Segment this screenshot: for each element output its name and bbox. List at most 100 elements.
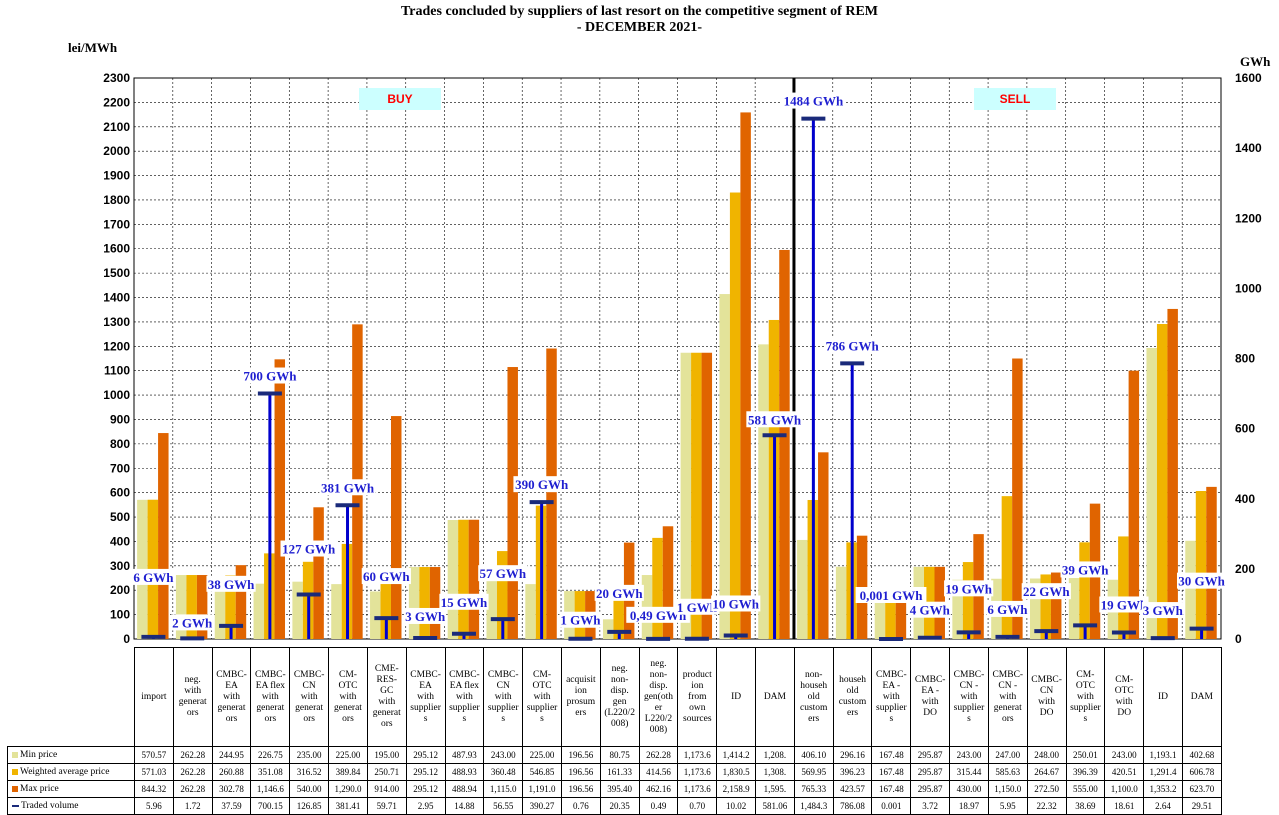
table-cell: 295.87	[910, 780, 951, 798]
y2-tick-label: 0	[1235, 632, 1242, 646]
y-tick-label: 1600	[103, 242, 130, 256]
table-cell: 462.16	[638, 780, 679, 798]
table-cell: 488.93	[444, 763, 485, 781]
table-cell: 167.48	[871, 763, 912, 781]
table-cell: 18.97	[949, 797, 989, 815]
volume-label: 1 GWh	[560, 613, 601, 628]
table-cell: 1,173.6	[677, 780, 718, 798]
volume-label-bg	[626, 606, 690, 623]
table-cell: 396.39	[1065, 763, 1106, 781]
table-cell: 569.95	[793, 763, 834, 781]
bar-min	[525, 584, 536, 639]
table-cell: 18.61	[1104, 797, 1145, 815]
y-tick-label: 2100	[103, 120, 130, 134]
table-cell: 844.32	[134, 780, 174, 798]
category-label: CMBC- CN - with generat ors	[987, 647, 1028, 747]
table-cell: 1,100.0	[1104, 780, 1145, 798]
y-tick-label: 100	[110, 608, 130, 622]
volume-label: 19 GWh	[1101, 597, 1148, 612]
table-cell: 260.88	[211, 763, 252, 781]
volume-label-bg	[171, 614, 214, 631]
volume-label: 60 GWh	[363, 569, 410, 584]
table-cell: 555.00	[1065, 780, 1106, 798]
table-cell: 623.70	[1181, 780, 1222, 798]
volume-label: 390 GWh	[515, 477, 569, 492]
table-cell: 196.56	[560, 763, 601, 781]
volume-label: 15 GWh	[441, 595, 488, 610]
volume-label: 22 GWh	[1023, 584, 1070, 599]
table-cell: 1,115.0	[483, 780, 524, 798]
y-tick-label: 1100	[104, 364, 130, 378]
sell-label: SELL	[974, 88, 1056, 110]
volume-label-bg	[855, 586, 927, 603]
category-label: CME- RES- GC with generat ors	[366, 647, 407, 747]
bar-avg	[496, 551, 508, 639]
y-tick-label: 2200	[103, 95, 130, 109]
bar-min	[175, 575, 187, 639]
bar-max	[274, 359, 286, 639]
volume-label-bg	[478, 565, 528, 582]
table-cell: 540.00	[289, 780, 330, 798]
table-cell: 56.55	[483, 797, 524, 815]
bar-max	[1128, 370, 1140, 639]
bar-max	[779, 249, 790, 640]
table-cell: 406.10	[793, 746, 834, 764]
table-cell: 487.93	[444, 746, 485, 764]
table-cell: 1,414.2	[716, 746, 756, 764]
table-cell: 243.00	[1104, 746, 1145, 764]
table-cell: 243.00	[949, 746, 989, 764]
volume-label-bg	[241, 367, 299, 384]
table-cell: 195.00	[366, 746, 407, 764]
table-cell: 2.95	[405, 797, 446, 815]
table-cell: 430.00	[949, 780, 989, 798]
table-cell: 2.64	[1143, 797, 1183, 815]
bar-avg	[1079, 542, 1090, 639]
bar-min	[1068, 578, 1080, 639]
category-label: CMBC- CN with DO	[1026, 647, 1067, 747]
category-label: CMBC- EA with generat ors	[211, 647, 252, 747]
category-label: CM- OTC with supplier s	[522, 647, 562, 747]
table-cell: 1,173.6	[677, 746, 718, 764]
table-cell: 262.28	[172, 780, 213, 798]
table-cell: 765.33	[793, 780, 834, 798]
table-row-label: Traded volume	[7, 797, 135, 815]
table-cell: 786.08	[832, 797, 873, 815]
table-cell: 243.00	[483, 746, 524, 764]
chart-subtitle: - DECEMBER 2021-	[576, 20, 703, 35]
table-cell: 700.15	[250, 797, 291, 815]
category-label: CM- OTC with DO	[1104, 647, 1145, 747]
table-cell: 390.27	[522, 797, 562, 815]
volume-label: 57 GWh	[480, 566, 527, 581]
category-label: acquisit ion prosum ers	[560, 647, 601, 747]
bar-avg	[225, 575, 236, 639]
volume-label-bg	[986, 600, 1029, 617]
volume-label-bg	[361, 568, 411, 585]
volume-label-bg	[1099, 596, 1149, 613]
table-cell: 1,830.5	[716, 763, 756, 781]
bar-min	[292, 581, 303, 639]
bar-avg	[1118, 536, 1129, 639]
y-tick-label: 1800	[103, 193, 130, 207]
bar-avg	[729, 192, 741, 639]
y2-tick-label: 1200	[1235, 211, 1262, 225]
y-tick-label: 800	[110, 437, 130, 451]
bar-avg	[380, 577, 391, 639]
right-axis-unit: GWh	[1240, 54, 1271, 69]
bar-avg	[613, 599, 624, 639]
table-cell: 295.12	[405, 763, 446, 781]
table-cell: 295.12	[405, 746, 446, 764]
volume-label: 38 GWh	[208, 577, 255, 592]
table-cell: 606.78	[1181, 763, 1222, 781]
bar-min	[214, 579, 226, 639]
table-cell: 235.00	[289, 746, 330, 764]
table-cell: 296.16	[832, 746, 873, 764]
bar-min	[253, 583, 265, 639]
category-label: CMBC- EA flex with supplier s	[444, 647, 485, 747]
table-cell: 244.95	[211, 746, 252, 764]
bar-max	[158, 433, 169, 639]
table-cell: 381.41	[328, 797, 368, 815]
bar-max	[313, 507, 324, 639]
table-cell: 226.75	[250, 746, 291, 764]
table-cell: 20.35	[599, 797, 640, 815]
table-cell: 37.59	[211, 797, 252, 815]
